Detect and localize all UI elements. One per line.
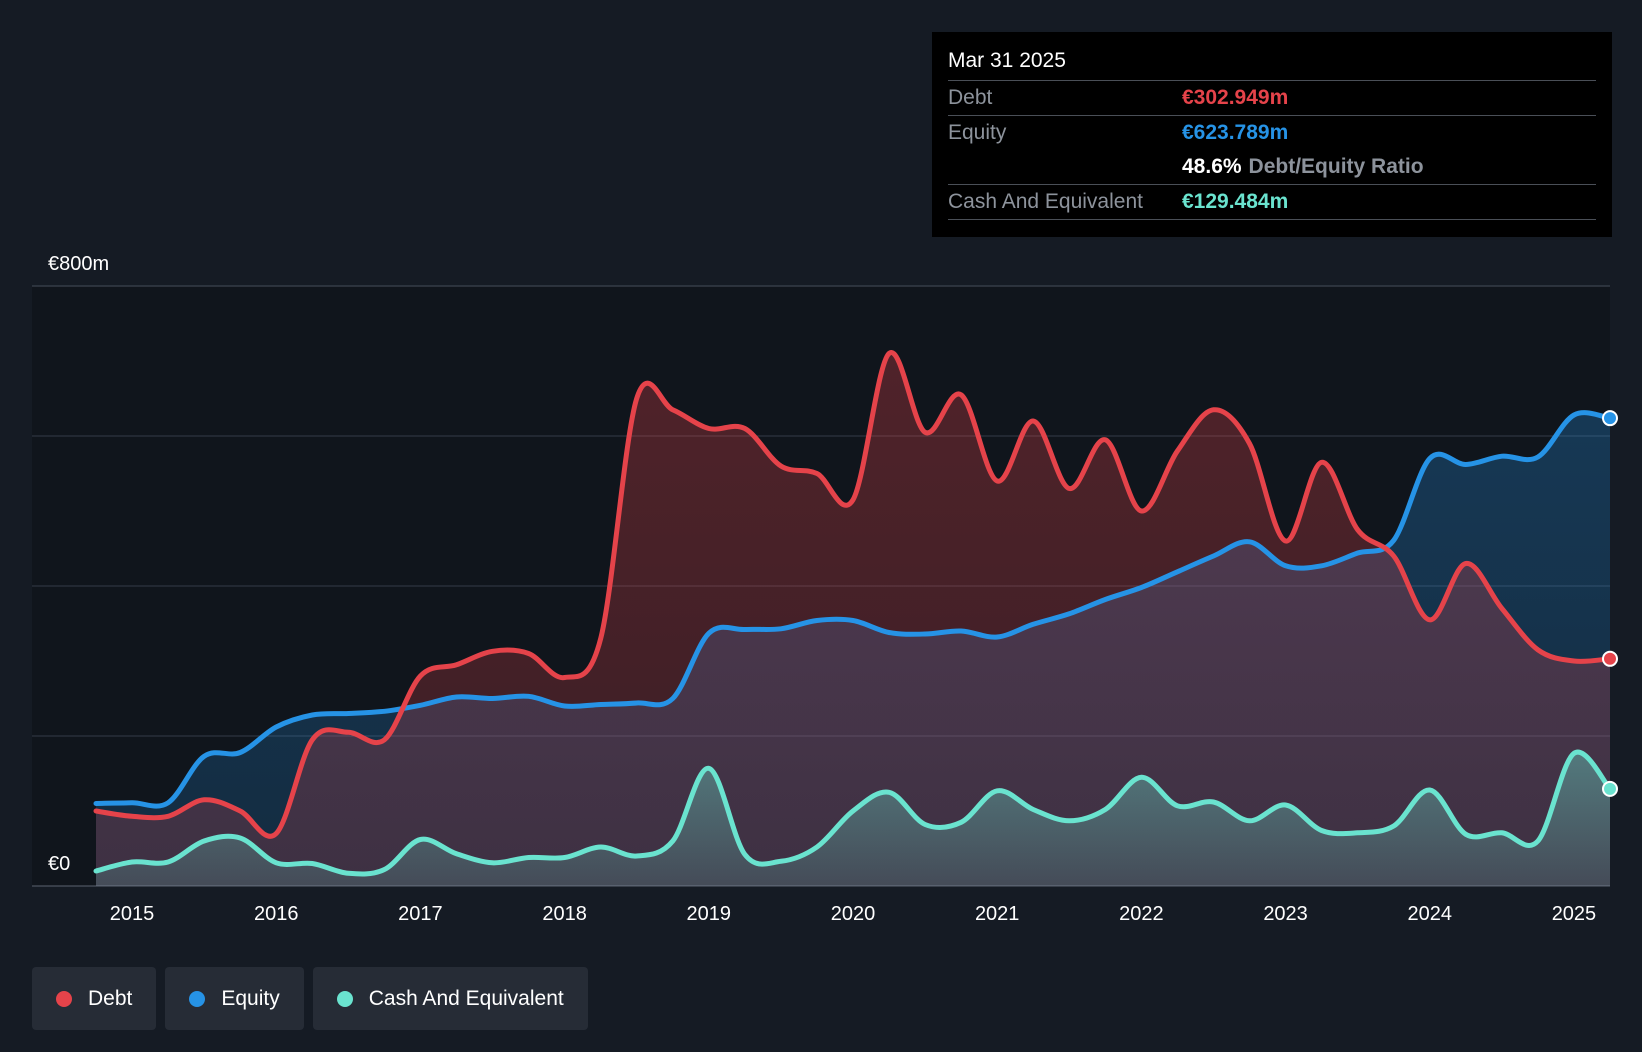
- x-tick-label: 2018: [542, 903, 587, 925]
- x-tick-label: 2019: [687, 903, 732, 925]
- debt-end-marker: [1602, 650, 1618, 667]
- x-tick-label: 2025: [1552, 903, 1597, 925]
- debt-line: [93, 350, 1613, 839]
- legend-item-equity[interactable]: Equity: [165, 967, 304, 1030]
- tooltip-date: Mar 31 2025: [948, 49, 1066, 72]
- tooltip-debt-row: Debt €302.949m: [948, 80, 1596, 115]
- x-tick-label: 2022: [1119, 903, 1164, 925]
- x-tick-label: 2017: [398, 903, 443, 925]
- tooltip-equity-value: €623.789m: [1182, 121, 1289, 144]
- tooltip-cash-label: Cash And Equivalent: [948, 190, 1143, 213]
- cash-area: [96, 752, 1610, 886]
- x-tick-label: 2023: [1263, 903, 1308, 925]
- tooltip-debt-value: €302.949m: [1182, 86, 1289, 109]
- tooltip: Mar 31 2025 Debt €302.949m Equity €623.7…: [932, 32, 1612, 237]
- x-tick-label: 2015: [110, 903, 155, 925]
- tooltip-equity-label: Equity: [948, 121, 1007, 144]
- tooltip-cash-row: Cash And Equivalent €129.484m: [948, 184, 1596, 220]
- cash-line: [93, 749, 1613, 877]
- tooltip-cash-value: €129.484m: [1182, 190, 1289, 213]
- x-tick-label: 2020: [831, 903, 876, 925]
- x-tick-label: 2024: [1408, 903, 1453, 925]
- legend-item-cash[interactable]: Cash And Equivalent: [312, 967, 588, 1030]
- tooltip-ratio-label: Debt/Equity Ratio: [1248, 155, 1424, 178]
- cash-dot-icon: [336, 990, 353, 1007]
- x-tick-label: 2021: [975, 903, 1020, 925]
- x-tick-label: 2016: [254, 903, 299, 925]
- legend-label-equity: Equity: [221, 986, 280, 1010]
- legend-label-debt: Debt: [88, 986, 133, 1010]
- tooltip-debt-label: Debt: [948, 86, 993, 109]
- y-bottom-label: €0: [48, 853, 70, 875]
- debt-dot-icon: [56, 990, 72, 1007]
- cash-end-marker: [1602, 780, 1618, 797]
- equity-dot-icon: [189, 990, 206, 1007]
- equity-line: [93, 410, 1613, 809]
- tooltip-ratio-value: 48.6%: [1182, 155, 1242, 178]
- legend-label-cash: Cash And Equivalent: [368, 986, 564, 1010]
- y-top-label: €800m: [48, 253, 109, 275]
- equity-end-marker: [1602, 410, 1618, 427]
- legend: Debt Equity Cash And Equivalent: [32, 967, 597, 1030]
- tooltip-equity-row: Equity €623.789m: [948, 115, 1596, 150]
- tooltip-ratio-row: 48.6% Debt/Equity Ratio: [948, 150, 1596, 184]
- legend-item-debt[interactable]: Debt: [32, 967, 157, 1030]
